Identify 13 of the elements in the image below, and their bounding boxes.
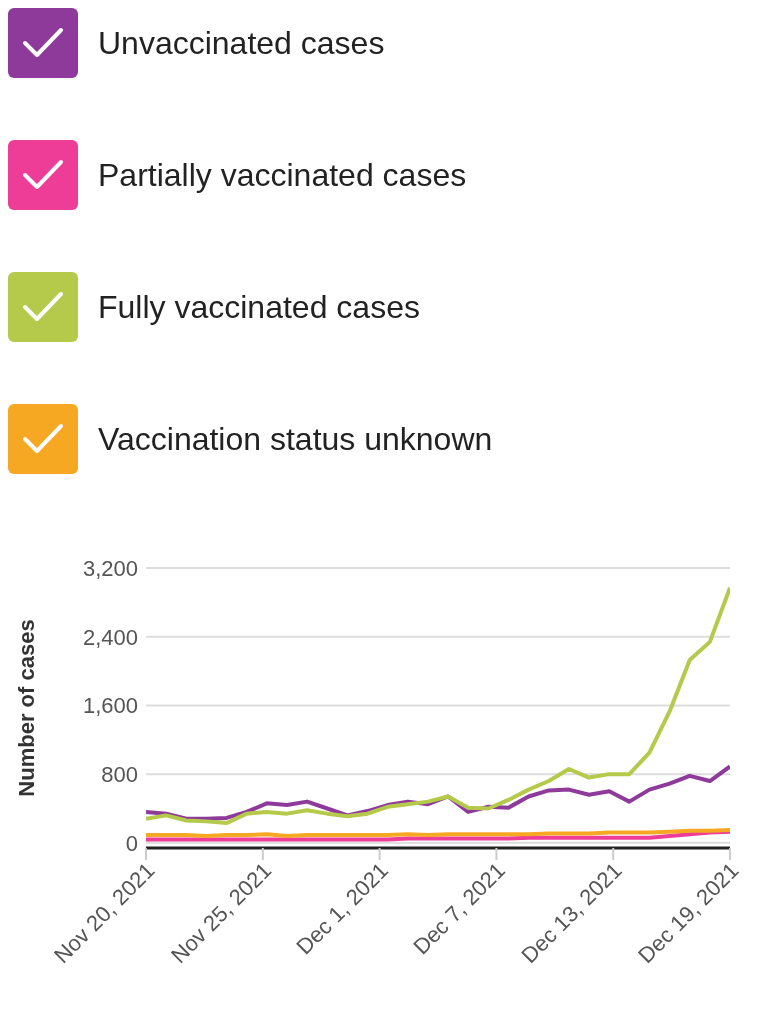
line-series [146,827,730,838]
line-series [146,585,730,826]
legend-label: Fully vaccinated cases [98,288,420,326]
line-series [146,829,730,842]
legend-label: Vaccination status unknown [98,420,493,458]
legend-label: Partially vaccinated cases [98,156,467,194]
y-tick-label: 1,600 [82,693,138,719]
y-tick-label: 3,200 [82,555,138,581]
y-axis-title: Number of cases [13,619,39,797]
legend-label: Unvaccinated cases [98,24,385,62]
y-tick-label: 0 [125,830,138,856]
y-tick-label: 2,400 [82,624,138,650]
y-tick-label: 800 [101,761,138,787]
